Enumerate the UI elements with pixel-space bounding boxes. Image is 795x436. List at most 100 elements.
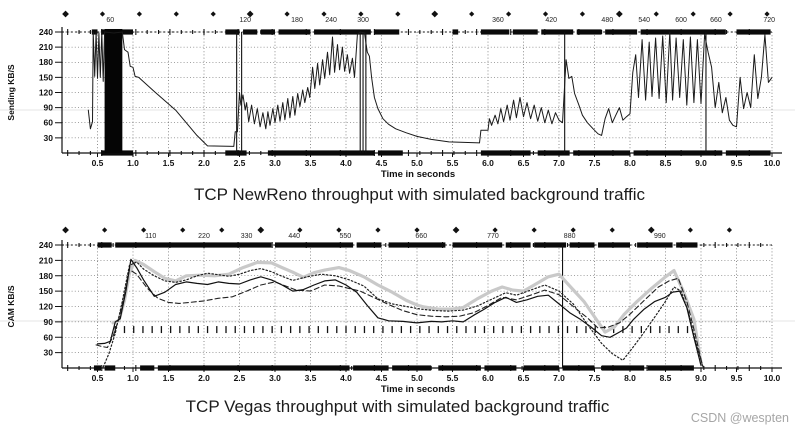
svg-text:9.5: 9.5 — [731, 373, 743, 383]
svg-text:6.5: 6.5 — [518, 373, 530, 383]
packet-marks-top — [62, 242, 772, 248]
svg-text:220: 220 — [198, 233, 210, 240]
sequence-labels: 60 120 180 240 300 360 420 480 540 600 660 720 — [106, 17, 775, 24]
diamond-icon — [62, 226, 69, 234]
y-axis-ticks: 30 60 90 120 150 180 210 240 — [39, 240, 62, 358]
diamond-icon — [395, 11, 401, 17]
svg-text:4.0: 4.0 — [340, 373, 352, 383]
diamond-icon — [141, 227, 147, 233]
diamond-icon — [647, 226, 655, 234]
diamond-icon — [297, 227, 303, 233]
vegas-chart-caption: TCP Vegas throughput with simulated back… — [185, 397, 610, 416]
svg-text:8.5: 8.5 — [660, 373, 672, 383]
grid — [62, 31, 773, 153]
diamond-icon — [542, 11, 549, 17]
svg-text:120: 120 — [239, 17, 251, 24]
svg-text:660: 660 — [710, 17, 722, 24]
svg-text:990: 990 — [654, 233, 666, 240]
x-axis-ticks: 0.5 1.0 1.5 2.0 2.5 3.0 3.5 4.0 4.5 5.0 5.5 6.0 6.5 7… — [92, 153, 781, 168]
sequence-labels: 110 220 330 440 550 660 770 880 990 — [145, 233, 666, 240]
svg-text:60: 60 — [44, 118, 54, 128]
svg-text:10.0: 10.0 — [764, 158, 781, 168]
diamond-icon — [452, 226, 460, 234]
svg-text:600: 600 — [675, 17, 687, 24]
diamond-icon — [764, 11, 770, 17]
diamond-icon — [284, 11, 290, 17]
axis-titles: Time in seconds Sending KB/S — [6, 64, 455, 180]
diamond-icon — [653, 11, 659, 17]
diamond-icon — [246, 10, 254, 18]
svg-text:60: 60 — [106, 17, 114, 24]
diamond-icon — [180, 227, 186, 233]
svg-text:550: 550 — [339, 233, 351, 240]
svg-text:150: 150 — [39, 72, 53, 82]
diamond-markers — [62, 10, 770, 18]
diamond-icon — [219, 227, 225, 233]
svg-text:0.5: 0.5 — [92, 373, 104, 383]
svg-text:Time in seconds: Time in seconds — [381, 169, 455, 180]
diamond-icon — [321, 11, 327, 17]
svg-text:5.0: 5.0 — [411, 158, 423, 168]
svg-text:60: 60 — [44, 332, 54, 342]
diamond-icon — [136, 11, 142, 17]
vegas-throughput-chart: 30 60 90 120 150 180 210 240 0.5 1.0 1.5 2.0 2.5 3.0 3… — [0, 226, 795, 395]
diamond-icon — [579, 11, 586, 17]
svg-text:300: 300 — [357, 17, 369, 24]
svg-text:8.0: 8.0 — [624, 158, 636, 168]
svg-text:2.5: 2.5 — [234, 373, 246, 383]
svg-text:120: 120 — [39, 87, 53, 97]
axes — [61, 26, 782, 154]
svg-text:770: 770 — [487, 233, 499, 240]
diamond-icon — [414, 227, 420, 233]
trace-vegas-cam-dashed — [95, 269, 703, 366]
axis-titles: Time in seconds CAM KB/S — [6, 285, 455, 395]
diamond-icon — [62, 10, 69, 18]
svg-text:8.0: 8.0 — [624, 373, 636, 383]
diamond-icon — [609, 227, 615, 233]
svg-text:5.5: 5.5 — [447, 373, 459, 383]
svg-text:6.0: 6.0 — [482, 373, 494, 383]
svg-text:4.5: 4.5 — [376, 158, 388, 168]
svg-text:30: 30 — [44, 133, 54, 143]
diamond-icon — [570, 227, 576, 233]
svg-text:180: 180 — [39, 271, 53, 281]
svg-text:9.0: 9.0 — [695, 158, 707, 168]
trace-vegas-cam-dotted — [102, 261, 704, 368]
diamond-icon — [726, 227, 732, 233]
diamond-icon — [336, 227, 342, 233]
svg-text:7.0: 7.0 — [553, 158, 565, 168]
svg-text:1.0: 1.0 — [127, 373, 139, 383]
burst-bands — [104, 28, 707, 153]
svg-text:420: 420 — [545, 17, 557, 24]
svg-text:2.0: 2.0 — [198, 158, 210, 168]
diamond-icon — [358, 11, 364, 17]
diamond-markers — [62, 226, 732, 234]
svg-text:110: 110 — [145, 233, 156, 240]
svg-text:10.0: 10.0 — [764, 373, 781, 383]
trace-newreno-throughput — [87, 31, 773, 147]
newreno-chart-caption: TCP NewReno throughput with simulated ba… — [193, 185, 646, 204]
svg-text:120: 120 — [39, 302, 53, 312]
svg-text:3.5: 3.5 — [305, 158, 317, 168]
svg-text:1.5: 1.5 — [163, 158, 175, 168]
svg-text:3.5: 3.5 — [305, 373, 317, 383]
diamond-icon — [492, 227, 498, 233]
svg-text:5.5: 5.5 — [447, 158, 459, 168]
svg-text:150: 150 — [39, 286, 53, 296]
svg-text:5.0: 5.0 — [411, 373, 423, 383]
diamond-icon — [687, 227, 693, 233]
svg-text:180: 180 — [39, 57, 53, 67]
diamond-icon — [210, 11, 216, 17]
diamond-icon — [173, 11, 179, 17]
diamond-icon — [615, 10, 623, 18]
svg-text:30: 30 — [44, 348, 54, 358]
svg-text:210: 210 — [39, 255, 53, 265]
svg-text:3.0: 3.0 — [269, 158, 281, 168]
svg-text:1.5: 1.5 — [163, 373, 175, 383]
y-axis-ticks: 30 60 90 120 150 180 210 240 — [39, 27, 62, 143]
svg-text:3.0: 3.0 — [269, 373, 281, 383]
trace-vegas-cam-solid — [96, 258, 702, 366]
svg-text:540: 540 — [638, 17, 650, 24]
svg-text:0.5: 0.5 — [92, 158, 104, 168]
